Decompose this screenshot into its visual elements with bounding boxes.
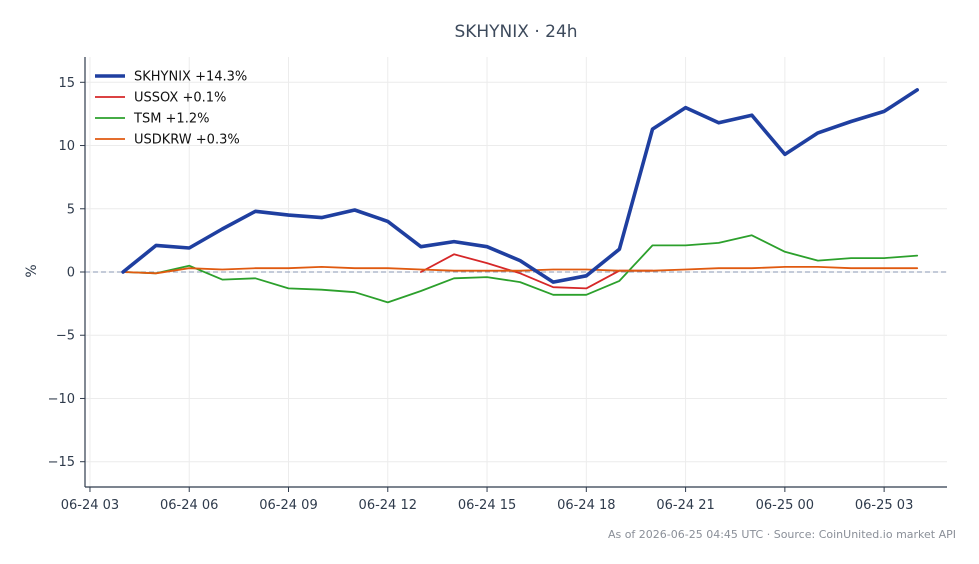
x-tick-label: 06-24 15 xyxy=(458,498,516,513)
y-tick-label: −10 xyxy=(48,392,75,407)
x-tick-label: 06-25 00 xyxy=(756,498,814,513)
series-line-tsm xyxy=(122,234,919,304)
x-tick-label: 06-24 03 xyxy=(61,498,119,513)
y-tick-label: −5 xyxy=(56,329,75,344)
y-axis-ticks: −15 −10 −5 0 5 10 15 xyxy=(48,76,85,470)
y-tick-label: 15 xyxy=(58,76,75,91)
x-tick-label: 06-24 18 xyxy=(557,498,615,513)
y-tick-label: 0 xyxy=(67,266,75,281)
x-tick-label: 06-24 06 xyxy=(160,498,218,513)
legend-label-usdkrw: USDKRW +0.3% xyxy=(134,133,240,148)
x-tick-label: 06-24 12 xyxy=(359,498,417,513)
series-layer xyxy=(121,88,920,304)
legend: SKHYNIX +14.3% USSOX +0.1% TSM +1.2% USDKRW… xyxy=(95,70,247,148)
y-axis-label: % xyxy=(24,264,40,277)
x-tick-label: 06-24 09 xyxy=(259,498,317,513)
series-line-ussox xyxy=(419,253,654,290)
x-tick-label: 06-24 21 xyxy=(656,498,714,513)
x-axis-ticks: 06-24 03 06-24 06 06-24 09 06-24 12 06-24 15… xyxy=(61,487,913,513)
series-line-usdkrw xyxy=(122,265,919,275)
x-tick-label: 06-25 03 xyxy=(855,498,913,513)
source-footer: As of 2026-06-25 04:45 UTC · Source: Coi… xyxy=(608,528,956,541)
y-tick-label: −15 xyxy=(48,455,75,470)
legend-label-skhynix: SKHYNIX +14.3% xyxy=(134,70,247,85)
y-tick-label: 5 xyxy=(67,202,75,217)
chart-title: SKHYNIX · 24h xyxy=(454,22,577,42)
y-tick-label: 10 xyxy=(58,139,75,154)
series-line-skhynix xyxy=(121,88,920,284)
legend-label-ussox: USSOX +0.1% xyxy=(134,91,226,106)
legend-label-tsm: TSM +1.2% xyxy=(133,112,209,127)
